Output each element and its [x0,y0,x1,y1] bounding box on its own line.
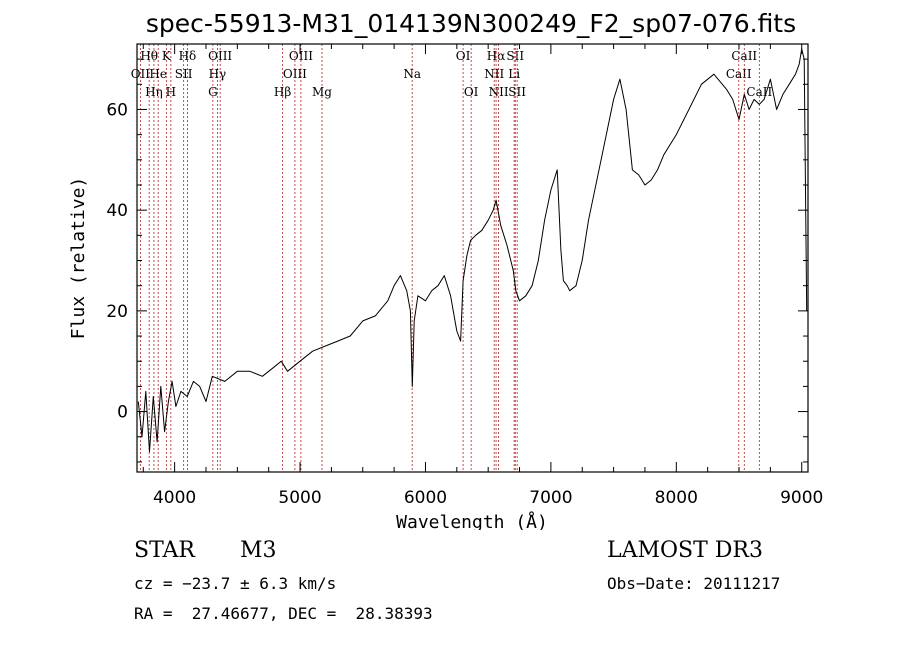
line-label-19: Hα [487,49,506,63]
x-tick-label-4: 8000 [655,488,698,508]
coordinates: RA = 27.46677, DEC = 28.38393 [134,604,433,623]
y-tick-label-1: 20 [106,302,128,322]
line-label-21: Li [508,67,520,81]
emission-line-markers: OII Hθ Hη He K H SII Hδ G Hγ OIII Hβ OIII OIII Mg Na OI O… [131,44,772,472]
line-label-17: OI [464,85,479,99]
line-label-10: OIII [208,49,232,63]
line-label-8: G [208,85,218,99]
x-axis-label: Wavelength (Å) [396,511,548,530]
line-label-0: OII [131,67,151,81]
x-tick-label-0: 4000 [153,488,196,508]
series-spectrum [137,48,808,453]
chart-title: spec-55913-M31_014139N300249_F2_sp07-076… [146,9,796,38]
obs-date: Obs−Date: 20111217 [607,574,781,593]
x-tick-label-2: 6000 [404,488,447,508]
x-tick-label-5: 9000 [780,488,823,508]
line-label-4: K [162,49,172,63]
line-label-26: CaII [746,85,772,99]
line-label-22: SII [506,49,524,63]
line-label-15: Na [403,67,421,81]
line-label-16: OI [456,49,471,63]
y-axis-label: Flux (relative) [68,177,89,340]
x-tick-label-1: 5000 [278,488,321,508]
y-tick-label-0: 0 [117,403,128,423]
spectrum-chart: spec-55913-M31_014139N300249_F2_sp07-076… [68,9,823,530]
line-label-20: NII [489,85,509,99]
line-label-1: Hθ [140,49,158,63]
line-label-9: Hγ [209,67,227,81]
line-label-3: He [149,67,167,81]
line-label-18: NII [484,67,504,81]
line-label-13: OIII [289,49,313,63]
line-label-2: Hη [145,85,163,99]
line-label-11: Hβ [274,85,291,99]
line-label-7: Hδ [179,49,197,63]
line-label-24: CaII [726,67,752,81]
object-class: STAR [134,538,195,563]
line-label-5: H [166,85,176,99]
line-label-14: Mg [312,85,332,99]
line-label-12: OIII [283,67,307,81]
survey-name: LAMOST DR3 [607,538,763,563]
plot-frame [136,43,809,473]
line-label-23: SII [508,85,526,99]
line-label-25: CaII [731,49,757,63]
x-tick-label-3: 7000 [529,488,572,508]
redshift-text: cz = −23.7 ± 6.3 km/s [134,574,337,593]
spectrum-series [137,48,808,453]
y-tick-label-3: 60 [106,100,128,120]
line-label-6: SII [175,67,193,81]
axis-ticks: 4000 5000 6000 7000 8000 9000 0 20 40 60 [106,44,823,508]
y-tick-label-2: 40 [106,201,128,221]
object-subclass: M3 [240,538,277,563]
